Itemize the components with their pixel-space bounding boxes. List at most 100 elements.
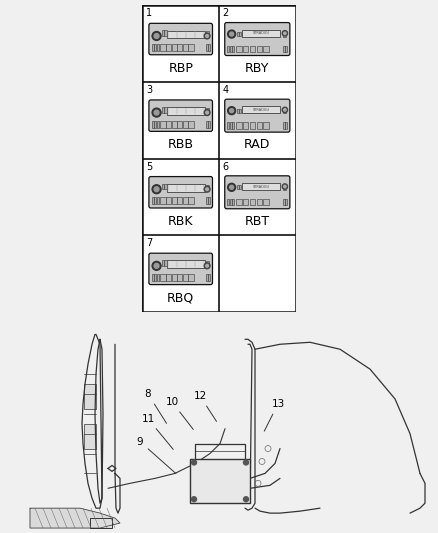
Bar (205, 274, 208, 281)
Circle shape (204, 187, 210, 192)
Circle shape (206, 111, 208, 114)
Bar (164, 260, 166, 266)
Bar (243, 199, 248, 205)
Bar (157, 120, 159, 127)
Bar (242, 30, 280, 37)
Bar (283, 185, 286, 187)
Circle shape (206, 264, 208, 267)
Bar (206, 261, 208, 263)
Bar (172, 197, 177, 204)
Bar (283, 109, 286, 111)
Bar (263, 122, 269, 128)
Bar (263, 199, 269, 205)
FancyBboxPatch shape (149, 23, 212, 55)
Bar (283, 122, 285, 128)
Bar (183, 44, 188, 51)
Text: 6: 6 (223, 161, 229, 172)
Text: RBQ: RBQ (167, 292, 194, 304)
Circle shape (282, 184, 288, 189)
Bar (157, 44, 159, 51)
Bar (152, 44, 154, 51)
Bar (283, 35, 286, 37)
Bar (232, 199, 234, 205)
Bar (205, 197, 208, 204)
Bar (152, 197, 154, 204)
Circle shape (154, 34, 159, 38)
Circle shape (284, 32, 286, 35)
Bar (230, 45, 232, 52)
Bar (243, 45, 248, 52)
Bar (239, 185, 241, 189)
Bar (164, 107, 166, 112)
Text: RBT: RBT (245, 215, 270, 228)
Bar (206, 34, 208, 36)
Bar (160, 274, 166, 281)
Text: 5: 5 (146, 161, 152, 172)
Bar (188, 197, 194, 204)
Text: STRADIGI: STRADIGI (253, 184, 269, 189)
Text: 13: 13 (264, 399, 285, 431)
Bar (164, 184, 166, 189)
Bar (167, 30, 205, 38)
Bar (155, 274, 156, 281)
Text: 1: 1 (146, 9, 152, 19)
Bar (236, 199, 242, 205)
Text: RAD: RAD (244, 138, 271, 151)
Text: 8: 8 (145, 389, 166, 423)
Text: 9: 9 (137, 437, 176, 473)
Bar (208, 120, 210, 127)
Bar (250, 45, 255, 52)
Bar (227, 122, 230, 128)
FancyBboxPatch shape (225, 22, 290, 55)
Bar (160, 120, 166, 127)
Bar (205, 44, 208, 51)
FancyBboxPatch shape (149, 100, 212, 131)
Bar (236, 122, 242, 128)
Bar (205, 120, 208, 127)
Bar (239, 109, 241, 112)
Circle shape (206, 35, 208, 37)
Bar (206, 184, 208, 187)
Bar (188, 274, 194, 281)
Bar (283, 45, 285, 52)
Text: STRADIGI: STRADIGI (253, 31, 269, 35)
Bar (206, 264, 208, 266)
Bar (167, 107, 205, 115)
Circle shape (228, 107, 236, 115)
Bar (227, 199, 230, 205)
Bar (172, 274, 177, 281)
FancyBboxPatch shape (225, 176, 290, 209)
Circle shape (282, 107, 288, 112)
Bar (166, 274, 171, 281)
Bar (162, 30, 164, 36)
Circle shape (191, 460, 197, 465)
Bar (283, 188, 286, 190)
Bar (177, 120, 182, 127)
Circle shape (152, 31, 161, 41)
Bar (190, 458, 250, 503)
Bar (285, 199, 287, 205)
Bar (250, 199, 255, 205)
Bar (283, 111, 286, 114)
Bar (257, 45, 262, 52)
Bar (242, 183, 280, 190)
Bar (157, 197, 159, 204)
Bar (237, 109, 239, 112)
Bar (167, 261, 205, 268)
Bar (208, 197, 210, 204)
Bar (155, 120, 156, 127)
Bar (283, 199, 285, 205)
Bar (152, 274, 154, 281)
Circle shape (282, 30, 288, 36)
Bar (160, 197, 166, 204)
Circle shape (206, 188, 208, 191)
Bar (250, 122, 255, 128)
Bar (162, 260, 164, 266)
Bar (84, 424, 96, 449)
Bar (172, 120, 177, 127)
Bar (188, 44, 194, 51)
Circle shape (152, 261, 161, 270)
Bar (263, 45, 269, 52)
Circle shape (154, 263, 159, 268)
Text: 11: 11 (141, 414, 173, 449)
